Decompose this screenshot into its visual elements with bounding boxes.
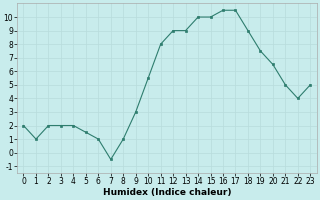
X-axis label: Humidex (Indice chaleur): Humidex (Indice chaleur) — [103, 188, 231, 197]
